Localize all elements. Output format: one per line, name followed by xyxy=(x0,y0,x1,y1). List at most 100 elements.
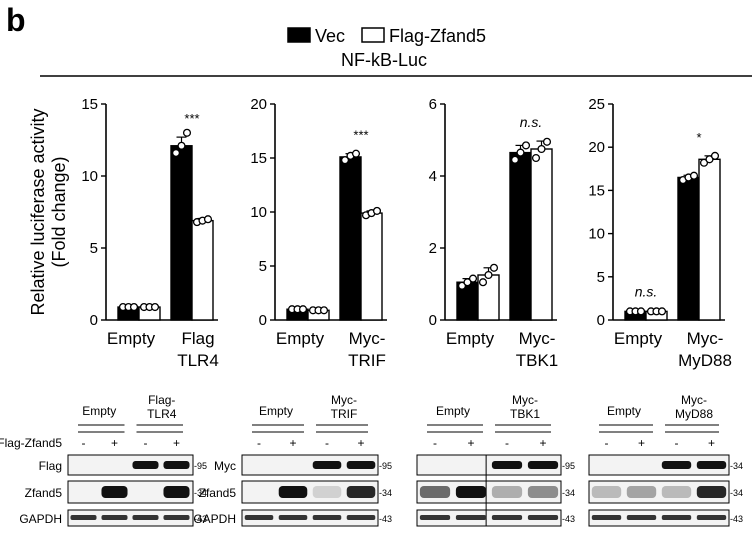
blot-band xyxy=(491,515,523,520)
data-point xyxy=(171,148,181,158)
blot-band xyxy=(661,486,692,498)
blot-group-label: TBK1 xyxy=(510,407,540,421)
blot-band xyxy=(661,515,692,520)
lane-sign: - xyxy=(433,436,437,450)
data-point xyxy=(203,215,213,224)
blot-band xyxy=(244,515,274,520)
bar-flag-zfand5 xyxy=(698,158,721,321)
y-tick-label: 20 xyxy=(588,139,605,156)
blot-band xyxy=(626,486,657,498)
significance-label: *** xyxy=(353,128,368,143)
data-point xyxy=(340,156,350,165)
blot-group-label: Myc- xyxy=(681,393,707,407)
molecular-weight-marker: -34 xyxy=(379,488,392,498)
blot-band xyxy=(455,515,487,520)
blot-group-label: Myc- xyxy=(331,393,357,407)
blot-strip xyxy=(241,509,379,527)
data-point xyxy=(177,141,186,150)
category-label: MyD88 xyxy=(678,351,732,370)
blot-band xyxy=(455,486,487,498)
blot-band xyxy=(101,515,128,520)
y-tick-label: 0 xyxy=(597,312,605,329)
blot-row-label: Myc xyxy=(214,459,236,473)
blot-band xyxy=(70,515,97,520)
blot-strip xyxy=(588,509,730,527)
blot-strip xyxy=(67,480,194,504)
blot-group-label: Empty xyxy=(436,404,470,418)
category-label: Myc- xyxy=(687,329,724,348)
blot-band xyxy=(346,461,376,469)
bar-vec xyxy=(170,145,193,321)
molecular-weight-marker: -34 xyxy=(730,461,743,471)
bar-vec xyxy=(339,156,362,321)
blot-strip xyxy=(416,480,562,504)
y-tick-label: 2 xyxy=(429,240,437,257)
legend-swatch-vec xyxy=(287,27,311,43)
flag-zfand5-row-label: Flag-Zfand5 xyxy=(0,436,62,450)
category-label: Empty xyxy=(446,329,495,348)
blot-band xyxy=(419,486,451,498)
y-tick-label: 25 xyxy=(588,96,605,113)
blot-band xyxy=(132,461,159,469)
data-point xyxy=(537,144,546,154)
blot-band xyxy=(346,515,376,520)
data-point xyxy=(484,270,493,280)
blot-band xyxy=(419,515,451,520)
molecular-weight-marker: -43 xyxy=(562,514,575,524)
blot-band xyxy=(591,486,622,498)
significance-label: * xyxy=(696,130,701,145)
category-label: Flag xyxy=(181,329,214,348)
data-point xyxy=(298,305,308,314)
y-tick-label: 15 xyxy=(588,182,605,199)
category-label: TBK1 xyxy=(516,351,559,370)
data-point xyxy=(516,148,525,157)
chart-3: 0 2 4 6 n.s. Empty Myc- TBK1 xyxy=(429,96,559,370)
data-point xyxy=(319,306,329,315)
blot-strip xyxy=(416,454,562,476)
data-point xyxy=(657,307,667,316)
y-tick-label: 15 xyxy=(81,96,98,113)
data-point xyxy=(478,278,488,287)
data-point xyxy=(510,155,520,164)
blot-band xyxy=(101,486,128,498)
western-blots: Empty Flag-TLR4 - + - + Flag Zfand5 GAPDH -95 -34 -… xyxy=(0,393,743,527)
molecular-weight-marker: -34 xyxy=(562,488,575,498)
y-tick-label: 5 xyxy=(90,240,98,257)
blot-band xyxy=(661,461,692,469)
significance-label: n.s. xyxy=(635,283,658,299)
lane-sign: + xyxy=(539,436,546,450)
y-axis-title-line1: Relative luciferase activity xyxy=(28,108,48,315)
bar-flag-zfand5 xyxy=(360,212,383,321)
category-label: Empty xyxy=(614,329,663,348)
blot-band xyxy=(696,486,727,498)
data-point xyxy=(531,153,541,163)
blot-band xyxy=(346,486,376,498)
blot-panel-4: Empty Myc-MyD88 - + - + -34 -34 -43 xyxy=(588,393,743,527)
blot-strip xyxy=(67,454,194,476)
category-label: Myc- xyxy=(519,329,556,348)
data-point xyxy=(636,307,646,316)
reporter-label: NF-kB-Luc xyxy=(341,50,427,70)
chart-2: 0 5 10 15 20 *** Empty Myc- TRIF xyxy=(250,96,387,370)
blot-band xyxy=(163,515,190,520)
category-label: Empty xyxy=(107,329,156,348)
y-tick-label: 10 xyxy=(588,226,605,243)
y-tick-label: 15 xyxy=(250,150,267,167)
blot-band xyxy=(696,515,727,520)
blot-panel-1: Empty Flag-TLR4 - + - + Flag Zfand5 GAPDH -95 -34 -… xyxy=(19,393,207,527)
blot-band xyxy=(163,486,190,498)
lane-sign: - xyxy=(325,436,329,450)
chart-4: 0 5 10 15 20 25 n.s. * Empty Myc- MyD88 xyxy=(588,96,732,370)
lane-sign: + xyxy=(111,436,118,450)
y-tick-label: 20 xyxy=(250,96,267,113)
category-label: TLR4 xyxy=(177,351,219,370)
y-tick-label: 0 xyxy=(429,312,437,329)
lane-sign: + xyxy=(289,436,296,450)
legend: Vec Flag-Zfand5 xyxy=(287,26,486,46)
molecular-weight-marker: -95 xyxy=(379,461,392,471)
blot-row-label: GAPDH xyxy=(193,512,236,526)
blot-band xyxy=(527,515,559,520)
y-tick-label: 0 xyxy=(259,312,267,329)
data-point xyxy=(489,263,499,272)
